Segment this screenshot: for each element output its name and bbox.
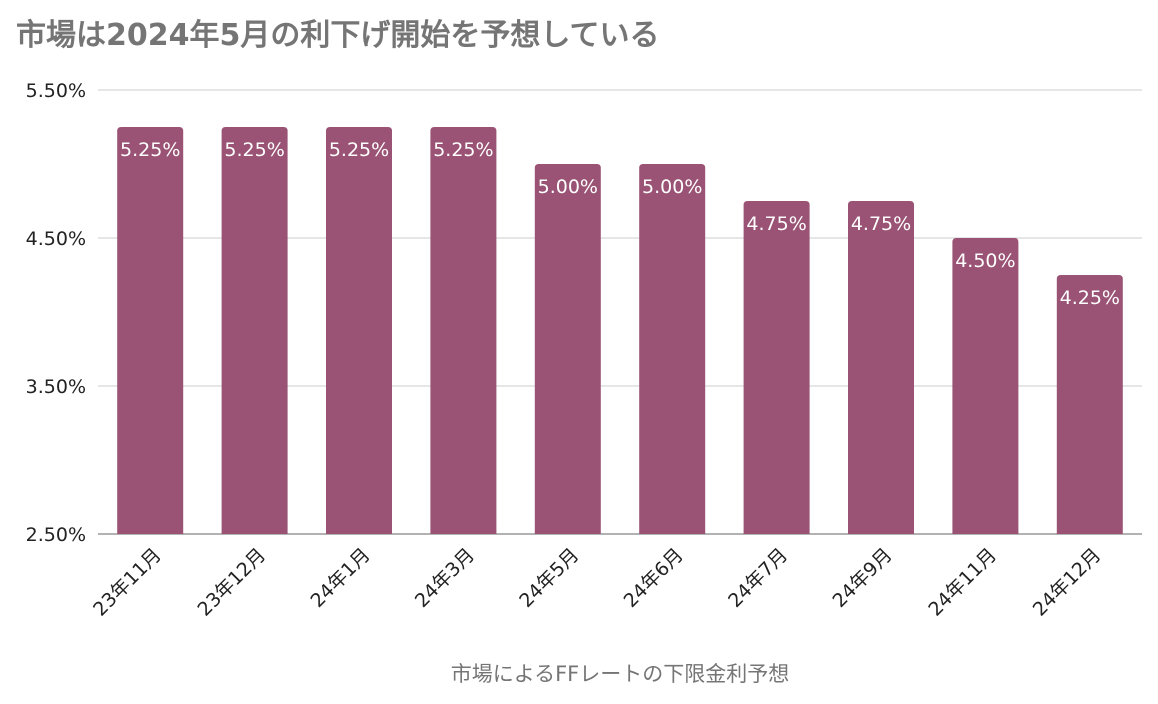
x-tick-label: 24年11月 — [924, 544, 1001, 621]
y-tick-label: 3.50% — [26, 376, 86, 398]
bar — [1056, 275, 1123, 534]
bar — [952, 238, 1019, 534]
x-axis-tick-labels: 23年11月 23年12月 24年1月 24年3月 24年5月 24年6月 24年7月 24年… — [89, 544, 1105, 621]
x-tick-label: 23年12月 — [194, 544, 271, 621]
bar-data-label: 5.00% — [538, 176, 598, 198]
y-tick-label: 4.50% — [26, 228, 86, 250]
bar — [221, 127, 288, 534]
x-tick-label: 24年7月 — [724, 544, 792, 612]
bar-data-label: 4.75% — [851, 213, 911, 235]
bar-data-label: 4.25% — [1060, 287, 1120, 309]
bar-data-label: 5.25% — [433, 139, 493, 161]
bar-data-label: 4.50% — [955, 250, 1015, 272]
bar — [534, 164, 601, 534]
x-tick-label: 23年11月 — [89, 544, 166, 621]
x-tick-label: 24年5月 — [515, 544, 583, 612]
bar — [430, 127, 497, 534]
x-tick-label: 24年6月 — [620, 544, 688, 612]
bars — [117, 127, 1123, 534]
bar — [117, 127, 184, 534]
bar — [743, 201, 810, 534]
bar-data-label: 5.25% — [224, 139, 284, 161]
bar-data-label: 5.00% — [642, 176, 702, 198]
bar-data-label: 5.25% — [329, 139, 389, 161]
x-axis-label: 市場によるFFレートの下限金利予想 — [451, 662, 790, 686]
y-tick-label: 5.50% — [26, 80, 86, 102]
y-axis-tick-labels: 2.50% 3.50% 4.50% 5.50% — [26, 80, 86, 546]
bar — [326, 127, 392, 534]
y-tick-label: 2.50% — [26, 524, 86, 546]
x-tick-label: 24年12月 — [1029, 544, 1106, 621]
bar-data-label: 4.75% — [746, 213, 806, 235]
bar — [639, 164, 706, 534]
x-tick-label: 24年1月 — [306, 544, 374, 612]
bar — [848, 201, 914, 534]
chart-title: 市場は2024年5月の利下げ開始を予想している — [16, 18, 660, 53]
x-tick-label: 24年3月 — [411, 544, 479, 612]
x-tick-label: 24年9月 — [828, 544, 896, 612]
bar-data-label: 5.25% — [120, 139, 180, 161]
bar-data-labels: 5.25% 5.25% 5.25% 5.25% 5.00% 5.00% 4.75% 4.75%… — [120, 139, 1120, 309]
